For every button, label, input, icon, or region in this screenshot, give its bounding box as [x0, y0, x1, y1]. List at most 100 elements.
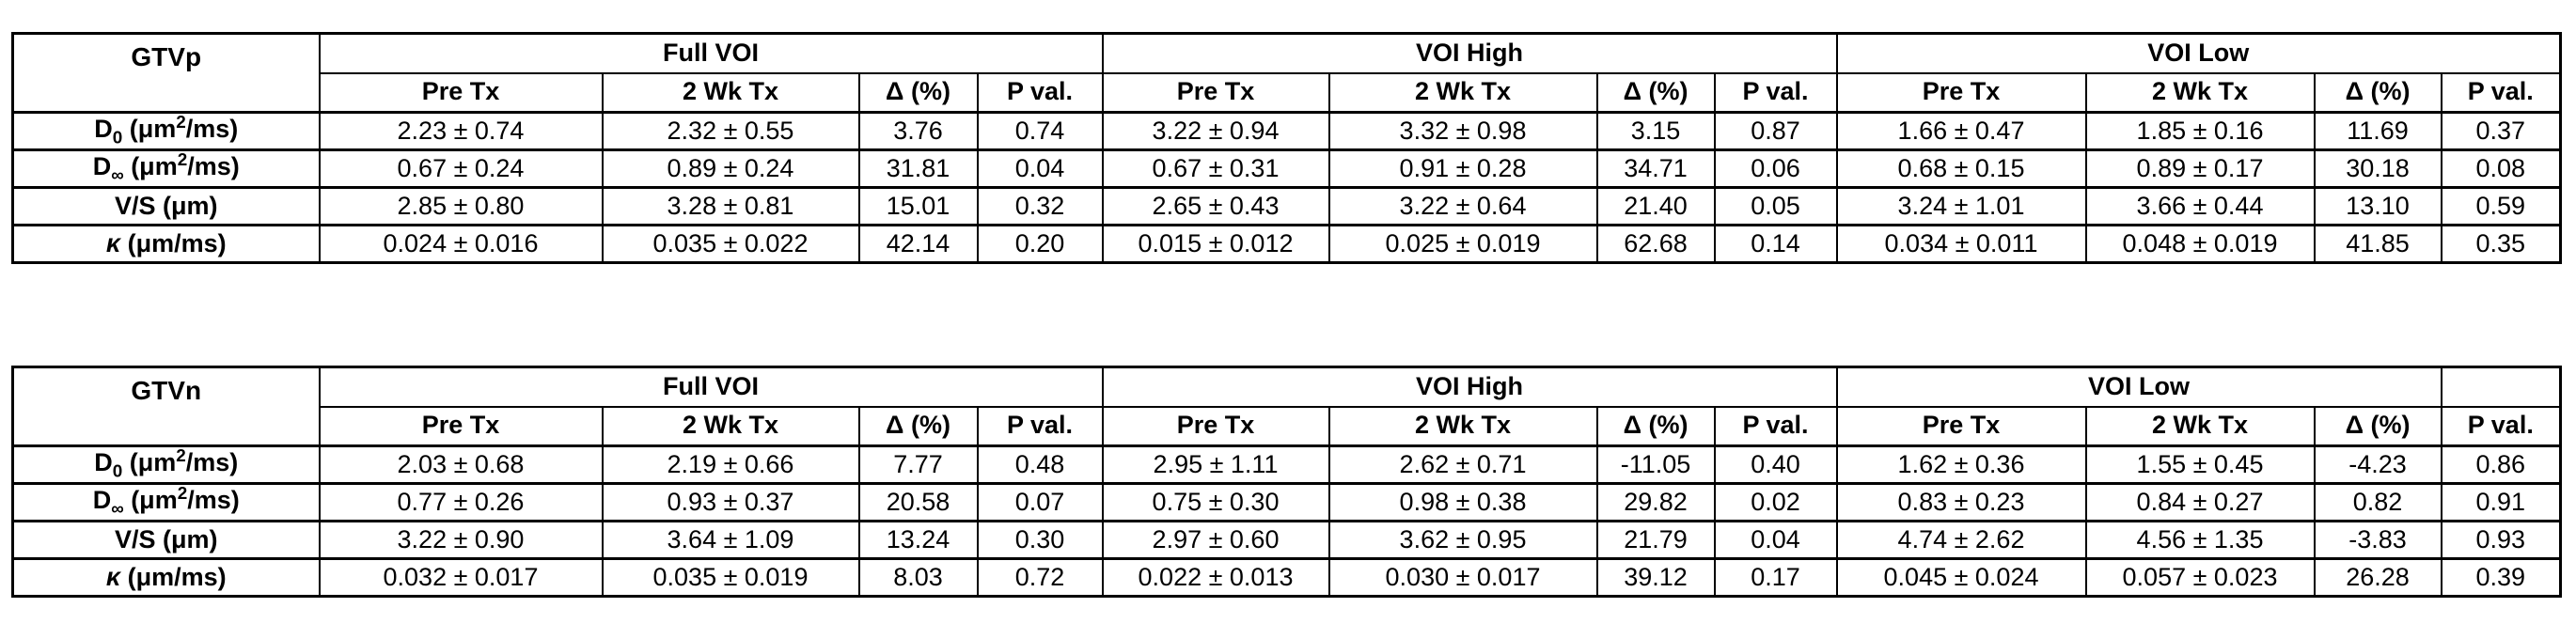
data-cell: 21.79 — [1595, 520, 1716, 561]
data-cell: 26.28 — [2313, 557, 2442, 599]
data-cell: 2.65 ± 0.43 — [1101, 186, 1330, 227]
data-cell: 0.74 — [976, 110, 1104, 152]
data-cell: 0.67 ± 0.31 — [1101, 148, 1330, 190]
data-cell: 29.82 — [1595, 482, 1716, 523]
data-cell: 0.83 ± 0.23 — [1835, 482, 2087, 523]
col-header-pre-tx: Pre Tx — [1101, 71, 1330, 114]
col-header-delta: Δ (%) — [1595, 71, 1716, 114]
data-cell: 41.85 — [2313, 224, 2442, 265]
col-header-2wk-tx: 2 Wk Tx — [601, 71, 860, 114]
group-header-full-voi: Full VOI — [318, 32, 1104, 74]
group-header-row: GTVp Full VOI VOI High VOI Low — [11, 32, 2562, 114]
data-cell: 39.12 — [1595, 557, 1716, 599]
data-cell: 3.22 ± 0.64 — [1327, 186, 1598, 227]
data-cell: 0.035 ± 0.022 — [601, 224, 860, 265]
data-cell: 0.17 — [1713, 557, 1838, 599]
data-cell: 0.87 — [1713, 110, 1838, 152]
row-label: D0 (μm2/ms) — [11, 110, 321, 152]
data-cell: 31.81 — [857, 148, 979, 190]
sub-header-row: Pre Tx 2 Wk Tx Δ (%) P val. Pre Tx 2 Wk … — [13, 405, 2562, 447]
row-label: V/S (μm) — [11, 520, 321, 561]
gtvp-results-table: GTVp Full VOI VOI High VOI Low Pre Tx 2 … — [11, 32, 2563, 265]
empty-header-cell — [2440, 366, 2562, 408]
data-cell: 0.030 ± 0.017 — [1327, 557, 1598, 599]
data-cell: 0.015 ± 0.012 — [1101, 224, 1330, 265]
data-cell: 0.06 — [1713, 148, 1838, 190]
data-cell: 0.91 ± 0.28 — [1327, 148, 1598, 190]
data-cell: 0.05 — [1713, 186, 1838, 227]
col-header-2wk-tx: 2 Wk Tx — [2084, 405, 2316, 447]
data-cell: 0.40 — [1713, 444, 1838, 486]
data-cell: 0.14 — [1713, 224, 1838, 265]
data-cell: 15.01 — [857, 186, 979, 227]
data-cell: 3.62 ± 0.95 — [1327, 520, 1598, 561]
table-row: V/S (μm) 3.22 ± 0.90 3.64 ± 1.09 13.24 0.30 2… — [11, 520, 2562, 561]
data-cell: 3.76 — [857, 110, 979, 152]
col-header-pre-tx: Pre Tx — [318, 405, 604, 447]
row-label: D0 (μm2/ms) — [11, 444, 321, 486]
data-cell: 0.032 ± 0.017 — [318, 557, 604, 599]
col-header-pval: P val. — [1713, 405, 1838, 447]
data-cell: 0.98 ± 0.38 — [1327, 482, 1598, 523]
data-cell: 0.20 — [976, 224, 1104, 265]
data-cell: 13.24 — [857, 520, 979, 561]
data-cell: 0.37 — [2440, 110, 2562, 152]
data-cell: 0.89 ± 0.17 — [2084, 148, 2316, 190]
data-cell: 0.034 ± 0.011 — [1835, 224, 2087, 265]
data-cell: 0.48 — [976, 444, 1104, 486]
data-cell: 0.08 — [2440, 148, 2562, 190]
data-cell: 8.03 — [857, 557, 979, 599]
data-cell: 34.71 — [1595, 148, 1716, 190]
group-header-voi-high: VOI High — [1101, 366, 1838, 408]
col-header-2wk-tx: 2 Wk Tx — [1327, 405, 1598, 447]
data-cell: -11.05 — [1595, 444, 1716, 486]
data-cell: 0.75 ± 0.30 — [1101, 482, 1330, 523]
col-header-pval: P val. — [2440, 405, 2562, 447]
col-header-pval: P val. — [1713, 71, 1838, 114]
col-header-delta: Δ (%) — [1595, 405, 1716, 447]
data-cell: 13.10 — [2313, 186, 2442, 227]
data-cell: 0.84 ± 0.27 — [2084, 482, 2316, 523]
data-cell: 0.68 ± 0.15 — [1835, 148, 2087, 190]
group-header-full-voi: Full VOI — [318, 366, 1104, 408]
gtvn-results-table: GTVn Full VOI VOI High VOI Low Pre Tx 2 … — [11, 366, 2563, 599]
data-cell: 2.62 ± 0.71 — [1327, 444, 1598, 486]
data-cell: 62.68 — [1595, 224, 1716, 265]
data-cell: 3.66 ± 0.44 — [2084, 186, 2316, 227]
data-cell: 3.28 ± 0.81 — [601, 186, 860, 227]
data-cell: 1.66 ± 0.47 — [1835, 110, 2087, 152]
gtvp-table-body: D0 (μm2/ms) 2.23 ± 0.74 2.32 ± 0.55 3.76 0.7… — [11, 110, 2562, 265]
col-header-pre-tx: Pre Tx — [1835, 71, 2087, 114]
data-cell: 0.30 — [976, 520, 1104, 561]
col-header-delta: Δ (%) — [2313, 405, 2442, 447]
data-cell: 1.55 ± 0.45 — [2084, 444, 2316, 486]
data-cell: 0.86 — [2440, 444, 2562, 486]
gtvn-table-body: D0 (μm2/ms) 2.03 ± 0.68 2.19 ± 0.66 7.77 0.4… — [11, 444, 2562, 599]
data-cell: 3.22 ± 0.94 — [1101, 110, 1330, 152]
table-row: D0 (μm2/ms) 2.03 ± 0.68 2.19 ± 0.66 7.77 0.4… — [11, 444, 2562, 486]
group-header-row: GTVn Full VOI VOI High VOI Low — [11, 366, 2562, 447]
data-cell: 0.91 — [2440, 482, 2562, 523]
data-cell: 0.93 ± 0.37 — [601, 482, 860, 523]
data-cell: 3.22 ± 0.90 — [318, 520, 604, 561]
group-header-voi-low: VOI Low — [1835, 366, 2442, 408]
data-cell: 1.62 ± 0.36 — [1835, 444, 2087, 486]
data-cell: 0.72 — [976, 557, 1104, 599]
col-header-pre-tx: Pre Tx — [1101, 405, 1330, 447]
data-cell: 30.18 — [2313, 148, 2442, 190]
col-header-delta: Δ (%) — [857, 71, 979, 114]
data-cell: 0.67 ± 0.24 — [318, 148, 604, 190]
data-cell: 0.035 ± 0.019 — [601, 557, 860, 599]
col-header-pval: P val. — [976, 71, 1104, 114]
row-label: D∞ (μm2/ms) — [11, 482, 321, 523]
data-cell: 4.56 ± 1.35 — [2084, 520, 2316, 561]
table-row: D∞ (μm2/ms) 0.67 ± 0.24 0.89 ± 0.24 31.81 0.… — [11, 148, 2562, 190]
data-cell: -4.23 — [2313, 444, 2442, 486]
data-cell: 0.024 ± 0.016 — [318, 224, 604, 265]
row-label: κ (μm/ms) — [11, 224, 321, 265]
col-header-2wk-tx: 2 Wk Tx — [1327, 71, 1598, 114]
col-header-2wk-tx: 2 Wk Tx — [601, 405, 860, 447]
data-cell: 2.97 ± 0.60 — [1101, 520, 1330, 561]
col-header-delta: Δ (%) — [2313, 71, 2442, 114]
table-label-gtvn: GTVn — [11, 366, 321, 447]
